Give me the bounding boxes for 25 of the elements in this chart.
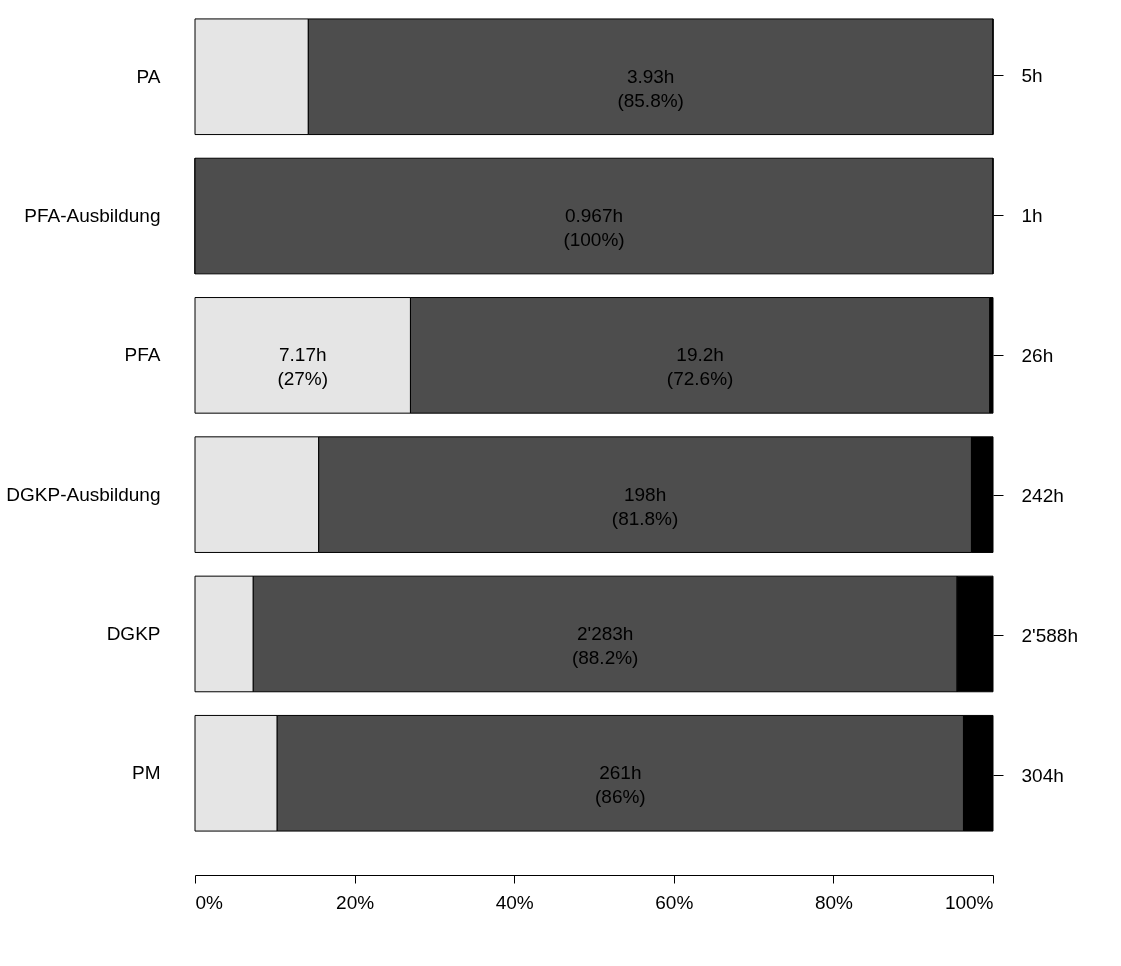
text: 1h [1021,204,1043,226]
data-label: 3.93h (85.8%) [617,65,684,111]
x-tick-label: 40% [495,891,534,913]
data-label: 19.2h (72.6%) [666,344,734,390]
x-tick-label: 0% [195,891,224,913]
text: 304h [1021,764,1064,786]
x-tick-label: 80% [814,891,854,913]
y-tick-label: PFA-Ausbildung [24,205,161,227]
text: 26h [1021,344,1054,366]
data-label: 261h (86%) [594,762,646,808]
x-tick-label: 100% [944,891,994,913]
text: 242h [1021,484,1064,506]
y-tick-label: DGKP [106,622,161,644]
y-tick-label: PA [136,65,161,87]
data-label: 2'283h (88.2%) [571,622,639,668]
y-tick-label: PFA [124,344,161,366]
x-tick-label: 60% [655,891,694,913]
data-label: 7.17h (27%) [277,344,329,390]
data-label: 198h (81.8%) [611,483,679,529]
y-tick-label: PM [132,762,161,784]
x-tick-label: 20% [336,891,375,913]
y-tick-label: DGKP-Ausbildung [6,483,161,505]
text: 5h [1021,64,1043,86]
text: 2'588h [1021,624,1078,646]
data-label: 0.967h (100%) [563,205,625,251]
